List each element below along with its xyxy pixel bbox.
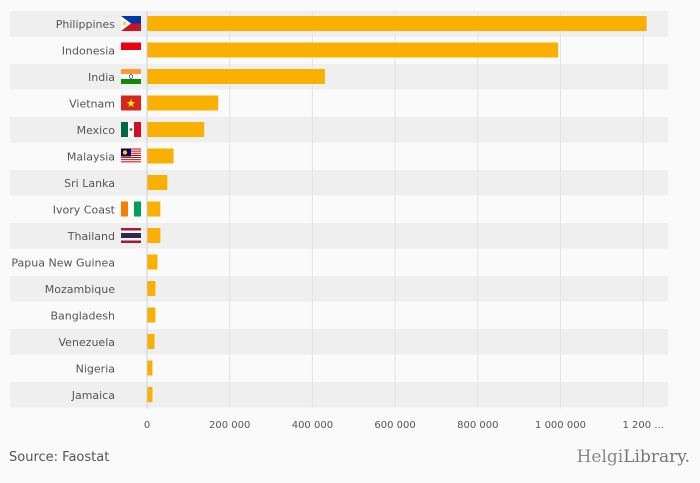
row-background [10,196,668,222]
row-background [10,276,668,302]
category-label: Nigeria [76,363,115,376]
row-background [10,382,668,408]
row-background [10,64,668,90]
bar-malaysia [147,148,174,164]
bar-mexico [147,122,205,137]
flag-ph-icon [121,16,141,31]
bar-bangladesh [147,307,156,323]
bar-nigeria [147,360,153,376]
bar-jamaica [147,387,153,402]
flag-mx-icon [121,122,141,137]
x-tick-label: 0 [144,420,150,431]
row-background [10,170,668,196]
helgi-library-logo[interactable]: HelgiLibrary. [576,447,690,467]
x-tick-label: 400 000 [292,420,333,431]
flag-th-icon [121,228,141,243]
row-background [10,329,668,355]
bar-vietnam [147,95,219,111]
category-label: Mozambique [45,283,115,296]
bar-chart: 0 200 000 400 000 600 000 800 000 1 000 000 1 … [10,11,668,431]
row-background [10,223,668,249]
bar-mozambique [147,281,156,296]
category-label: Sri Lanka [64,177,115,190]
category-label: Papua New Guinea [11,257,115,270]
row-background [10,355,668,381]
row-background [10,143,668,169]
bar-ivory-coast [147,201,161,217]
flag-ci-icon [121,201,141,217]
category-label: India [88,71,115,84]
bar-sri-lanka [147,175,168,190]
x-tick-label: 1 200 ... [623,420,664,431]
bar-philippines [147,16,647,31]
row-background [10,90,668,116]
x-tick-label: 1 000 000 [535,420,586,431]
category-label: Thailand [67,230,115,243]
bar-papua-new-guinea [147,254,158,270]
category-label: Vietnam [69,98,115,111]
category-label: Malaysia [67,151,115,164]
category-label: Jamaica [71,389,115,402]
category-label: Indonesia [62,45,115,58]
row-background [10,117,668,143]
x-tick-label: 200 000 [209,420,250,431]
x-tick-label: 600 000 [374,420,415,431]
flag-in-icon [121,69,141,84]
category-label: Venezuela [59,336,116,349]
row-background [10,302,668,328]
bar-indonesia [147,42,559,58]
category-label: Mexico [77,124,116,137]
category-label: Bangladesh [51,310,116,323]
bar-venezuela [147,334,155,349]
flag-my-icon [121,148,141,164]
row-background [10,249,668,275]
svg-text:★: ★ [126,97,136,110]
source-note: Source: Faostat [9,450,110,465]
flag-vn-icon: ★ [121,95,141,111]
bar-thailand [147,228,161,243]
x-tick-label: 800 000 [457,420,498,431]
bar-india [147,69,325,84]
flag-id-icon [121,42,141,58]
category-label: Ivory Coast [53,204,116,217]
category-label: Philippines [56,18,116,31]
